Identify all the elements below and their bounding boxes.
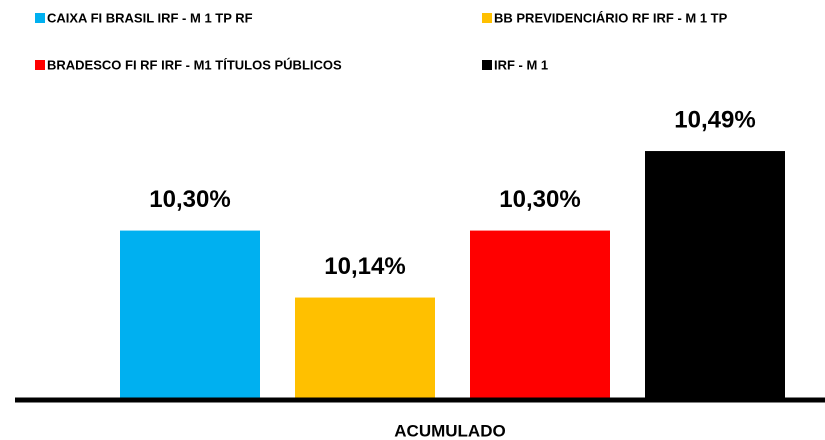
legend-swatch <box>482 13 492 23</box>
x-tick-label: ACUMULADO <box>394 421 505 440</box>
legend-swatch <box>482 60 492 70</box>
data-label: 10,14% <box>324 253 405 280</box>
data-label: 10,49% <box>674 106 755 133</box>
legend-label: IRF - M 1 <box>494 57 548 72</box>
bar <box>645 151 785 398</box>
bar <box>470 230 610 398</box>
legend-swatch <box>35 60 45 70</box>
data-label: 10,30% <box>149 186 230 213</box>
data-label: 10,30% <box>499 186 580 213</box>
legend-label: BB PREVIDENCIÁRIO RF IRF - M 1 TP <box>494 10 728 25</box>
legend-label: BRADESCO FI RF IRF - M1 TÍTULOS PÚBLICOS <box>47 57 342 72</box>
legend-swatch <box>35 13 45 23</box>
bar <box>295 297 435 398</box>
bar <box>120 230 260 398</box>
legend-label: CAIXA FI BRASIL IRF - M 1 TP RF <box>47 10 253 25</box>
